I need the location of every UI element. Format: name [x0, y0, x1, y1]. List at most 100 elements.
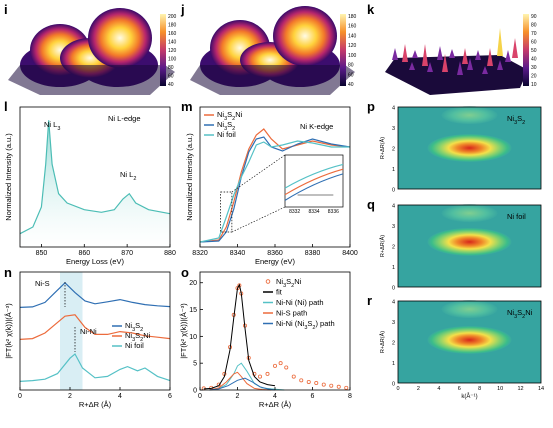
panel-label-k: k [367, 2, 375, 17]
n-xtick-label: 4 [118, 393, 122, 400]
n-highlight-band [60, 272, 83, 390]
o-plot-frame [199, 271, 351, 391]
m-inset-line [284, 173, 344, 201]
panel-label-l: l [4, 99, 8, 114]
o-data-point [329, 383, 334, 388]
panel-label-i: i [4, 2, 8, 17]
m-xtick-label: 8380 [305, 250, 321, 257]
colorbar-tick: 180 [168, 23, 177, 29]
l-xtick-label: 870 [121, 250, 133, 257]
o-data-point [299, 378, 304, 383]
o-xtick-label: 8 [348, 393, 352, 400]
colorbar-tick: 40 [348, 82, 354, 88]
spike-peak [449, 49, 455, 58]
n-annot-ni-s: Ni-S [35, 279, 50, 288]
colorbar-tick: 90 [531, 14, 537, 20]
spike-peak [497, 28, 503, 56]
q-label: Ni foil [507, 212, 526, 221]
q-ytick-label: 1 [392, 265, 395, 271]
m-legend-label: Ni3S2Ni [217, 110, 243, 122]
r-heatmap-secondary [441, 300, 498, 319]
m-xtick-label: 8400 [342, 250, 358, 257]
colorbar-k [523, 14, 529, 86]
n-annot-ni-ni: Ni-Ni [80, 327, 97, 336]
spike-peak [505, 50, 511, 62]
spike-peak [437, 46, 443, 60]
o-data-point [336, 384, 341, 389]
m-xtick-label: 8320 [192, 250, 208, 257]
o-xtick-label: 2 [236, 393, 240, 400]
o-xlabel: R+ΔR (Å) [259, 400, 292, 409]
colorbar-tick: 40 [531, 57, 537, 63]
l-plot-frame [19, 106, 171, 248]
colorbar-tick: 10 [531, 82, 537, 88]
spike-peak [427, 62, 433, 72]
r-ytick-label: 3 [392, 320, 395, 326]
o-data-point [344, 385, 349, 390]
colorbar-tick: 80 [168, 65, 174, 71]
spike-peak [462, 48, 468, 64]
colorbar-tick: 160 [348, 24, 357, 30]
q-heatmap-peak [427, 227, 512, 256]
m-xlabel: Energy (eV) [255, 257, 296, 266]
colorbar-k-ticks: 90 80 70 60 50 40 30 20 10 [531, 14, 537, 88]
m-inset-tick-label: 8334 [308, 209, 319, 215]
o-data-point [272, 363, 277, 368]
panel-label-j: j [181, 2, 185, 17]
q-ytick-label: 3 [392, 224, 395, 230]
spike-peak [457, 61, 463, 75]
p-ytick-label: 3 [392, 126, 395, 132]
p-ytick-label: 4 [392, 106, 395, 112]
m-inset-tick-label: 8336 [328, 209, 339, 215]
colorbar-tick: 180 [348, 14, 357, 20]
n-series-line [19, 353, 171, 382]
m-zoom-box [220, 191, 233, 233]
q-ytick-label: 0 [392, 286, 395, 292]
p-heatmap-peak [427, 134, 512, 162]
m-inset-tick-label: 8332 [289, 209, 300, 215]
r-heatmap-peak [427, 325, 512, 354]
panel-label-n: n [4, 265, 12, 280]
q-heatmap-secondary [441, 204, 498, 223]
colorbar-j [340, 14, 346, 86]
colorbar-tick: 20 [531, 74, 537, 80]
p-plot-frame [397, 106, 542, 190]
colorbar-tick: 80 [531, 23, 537, 29]
colorbar-tick: 30 [531, 65, 537, 71]
m-zoom-connector [231, 154, 286, 193]
p-ytick-label: 0 [392, 188, 395, 194]
o-legend-label: Ni-Ni (Ni) path [276, 298, 324, 307]
o-data-point [284, 365, 289, 370]
n-series-line [19, 314, 171, 340]
colorbar-i-ticks: 200 180 160 140 120 100 80 60 40 [168, 14, 177, 88]
l-series-line [19, 120, 171, 235]
colorbar-tick: 100 [348, 53, 357, 59]
o-data-point [278, 361, 283, 366]
n-series-line [19, 281, 171, 308]
r-ytick-label: 0 [392, 382, 395, 388]
r-xtick-label: 4 [437, 386, 440, 392]
o-data-point [306, 379, 311, 384]
m-title: Ni K-edge [300, 122, 333, 131]
m-legend-label: Ni3S2 [217, 120, 235, 132]
n-legend-label: Ni foil [125, 341, 144, 350]
o-ytick-label: 15 [189, 307, 197, 314]
spike-peak [487, 48, 493, 66]
r-xlabel: k(Å⁻¹) [461, 393, 477, 400]
o-data-point [321, 382, 326, 387]
colorbar-tick: 50 [531, 48, 537, 54]
spike-peak [392, 48, 398, 60]
colorbar-tick: 100 [168, 57, 177, 63]
spike-peak [497, 60, 503, 70]
m-series-line [199, 128, 351, 243]
panel-label-q: q [367, 197, 375, 212]
panel-label-r: r [367, 293, 373, 308]
p-ytick-label: 2 [392, 147, 395, 153]
colorbar-tick: 120 [348, 43, 357, 49]
l-annot-L3: Ni L3 [44, 120, 60, 132]
spike-peak [402, 44, 408, 62]
q-ytick-label: 4 [392, 204, 395, 210]
m-series-line [199, 136, 351, 243]
r-xtick-label: 0 [396, 386, 399, 392]
colorbar-i [160, 14, 166, 86]
